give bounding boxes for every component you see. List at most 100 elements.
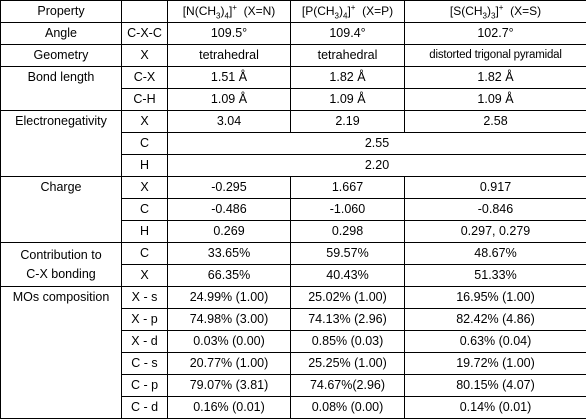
contribution-c-n: 33.65% xyxy=(168,243,291,265)
electronegativity-label: Electronegativity xyxy=(1,111,122,177)
geometry-label: Geometry xyxy=(1,45,122,67)
electronegativity-x-s: 2.58 xyxy=(405,111,586,133)
angle-row: Angle C-X-C 109.5° 109.4° 102.7° xyxy=(1,23,586,45)
mos-bond: X - d xyxy=(122,331,168,353)
charge-c-bond: C xyxy=(122,199,168,221)
header-blank xyxy=(122,1,168,23)
mos-s: 0.14% (0.01) xyxy=(405,397,586,419)
charge-x-s: 0.917 xyxy=(405,177,586,199)
header-row: Property [N(CH3)4]+ (X=N) [P(CH3)4]+ (X=… xyxy=(1,1,586,23)
charge-label: Charge xyxy=(1,177,122,243)
header-col-p-tail: (X=P) xyxy=(362,4,393,18)
header-col-p: [P(CH3)4]+ (X=P) xyxy=(291,1,405,23)
contribution-label: Contribution to C-X bonding xyxy=(1,243,122,287)
header-col-s-pre: [S(CH xyxy=(450,4,483,18)
mos-n: 74.98% (3.00) xyxy=(168,309,291,331)
mos-p: 0.85% (0.03) xyxy=(291,331,405,353)
mos-bond: C - d xyxy=(122,397,168,419)
contribution-label-line2: C-X bonding xyxy=(1,265,121,284)
bond-length-ch-n: 1.09 Å xyxy=(168,89,291,111)
charge-x-n: -0.295 xyxy=(168,177,291,199)
contribution-c-bond: C xyxy=(122,243,168,265)
geometry-row: Geometry X tetrahedral tetrahedral disto… xyxy=(1,45,586,67)
charge-c-n: -0.486 xyxy=(168,199,291,221)
charge-c-s: -0.846 xyxy=(405,199,586,221)
bond-length-cx-n: 1.51 Å xyxy=(168,67,291,89)
angle-bond: C-X-C xyxy=(122,23,168,45)
mos-n: 0.03% (0.00) xyxy=(168,331,291,353)
header-col-n-tail: (X=N) xyxy=(244,4,276,18)
header-col-p-sup: + xyxy=(351,3,356,12)
header-col-s-tail: (X=S) xyxy=(510,4,541,18)
charge-h-p: 0.298 xyxy=(291,221,405,243)
mos-s: 19.72% (1.00) xyxy=(405,353,586,375)
geometry-n: tetrahedral xyxy=(168,45,291,67)
mos-p: 0.08% (0.00) xyxy=(291,397,405,419)
charge-label-text: Charge xyxy=(41,180,82,194)
header-col-n: [N(CH3)4]+ (X=N) xyxy=(168,1,291,23)
mos-bond: C - p xyxy=(122,375,168,397)
angle-s: 102.7° xyxy=(405,23,586,45)
mos-bond: X - s xyxy=(122,287,168,309)
bond-length-cx-p: 1.82 Å xyxy=(291,67,405,89)
charge-x-bond: X xyxy=(122,177,168,199)
mos-s: 0.63% (0.04) xyxy=(405,331,586,353)
contribution-c-row: Contribution to C-X bonding C 33.65% 59.… xyxy=(1,243,586,265)
bond-length-cx-bond: C-X xyxy=(122,67,168,89)
charge-c-p: -1.060 xyxy=(291,199,405,221)
mos-bond: X - p xyxy=(122,309,168,331)
bond-length-ch-p: 1.09 Å xyxy=(291,89,405,111)
contribution-label-line1: Contribution to xyxy=(1,246,121,265)
bond-length-cx-s: 1.82 Å xyxy=(405,67,586,89)
contribution-x-bond: X xyxy=(122,265,168,287)
mos-p: 74.67%(2.96) xyxy=(291,375,405,397)
bond-length-cx-row: Bond length C-X 1.51 Å 1.82 Å 1.82 Å xyxy=(1,67,586,89)
mos-n: 20.77% (1.00) xyxy=(168,353,291,375)
angle-n: 109.5° xyxy=(168,23,291,45)
electronegativity-c-all: 2.55 xyxy=(168,133,586,155)
bond-length-ch-s: 1.09 Å xyxy=(405,89,586,111)
electronegativity-h-bond: H xyxy=(122,155,168,177)
contribution-x-n: 66.35% xyxy=(168,265,291,287)
electronegativity-h-all: 2.20 xyxy=(168,155,586,177)
electronegativity-x-row: Electronegativity X 3.04 2.19 2.58 xyxy=(1,111,586,133)
charge-x-p: 1.667 xyxy=(291,177,405,199)
geometry-p: tetrahedral xyxy=(291,45,405,67)
header-col-n-sup: + xyxy=(232,3,237,12)
charge-x-row: Charge X -0.295 1.667 0.917 xyxy=(1,177,586,199)
geometry-s: distorted trigonal pyramidal xyxy=(405,45,586,67)
bond-length-ch-bond: C-H xyxy=(122,89,168,111)
angle-p: 109.4° xyxy=(291,23,405,45)
mos-s: 16.95% (1.00) xyxy=(405,287,586,309)
mos-s: 82.42% (4.86) xyxy=(405,309,586,331)
bond-length-label: Bond length xyxy=(1,67,122,111)
mos-bond: C - s xyxy=(122,353,168,375)
header-col-s: [S(CH3)3]+ (X=S) xyxy=(405,1,586,23)
mos-label: MOs composition xyxy=(1,287,122,419)
electronegativity-label-text: Electronegativity xyxy=(15,114,107,128)
contribution-c-p: 59.57% xyxy=(291,243,405,265)
mos-label-text: MOs composition xyxy=(13,290,110,304)
mos-n: 0.16% (0.01) xyxy=(168,397,291,419)
mos-n: 79.07% (3.81) xyxy=(168,375,291,397)
charge-h-n: 0.269 xyxy=(168,221,291,243)
electronegativity-x-bond: X xyxy=(122,111,168,133)
electronegativity-x-n: 3.04 xyxy=(168,111,291,133)
header-col-p-pre: [P(CH xyxy=(302,4,335,18)
header-col-n-pre: [N(CH xyxy=(183,4,216,18)
mos-p: 25.02% (1.00) xyxy=(291,287,405,309)
contribution-x-p: 40.43% xyxy=(291,265,405,287)
charge-h-s: 0.297, 0.279 xyxy=(405,221,586,243)
header-property: Property xyxy=(1,1,122,23)
bond-length-label-text: Bond length xyxy=(28,70,95,84)
electronegativity-c-bond: C xyxy=(122,133,168,155)
contribution-x-s: 51.33% xyxy=(405,265,586,287)
mos-s: 80.15% (4.07) xyxy=(405,375,586,397)
header-col-s-sup: + xyxy=(499,3,504,12)
mos-row: MOs composition X - s 24.99% (1.00) 25.0… xyxy=(1,287,586,309)
mos-p: 74.13% (2.96) xyxy=(291,309,405,331)
geometry-bond: X xyxy=(122,45,168,67)
angle-label: Angle xyxy=(1,23,122,45)
charge-h-bond: H xyxy=(122,221,168,243)
